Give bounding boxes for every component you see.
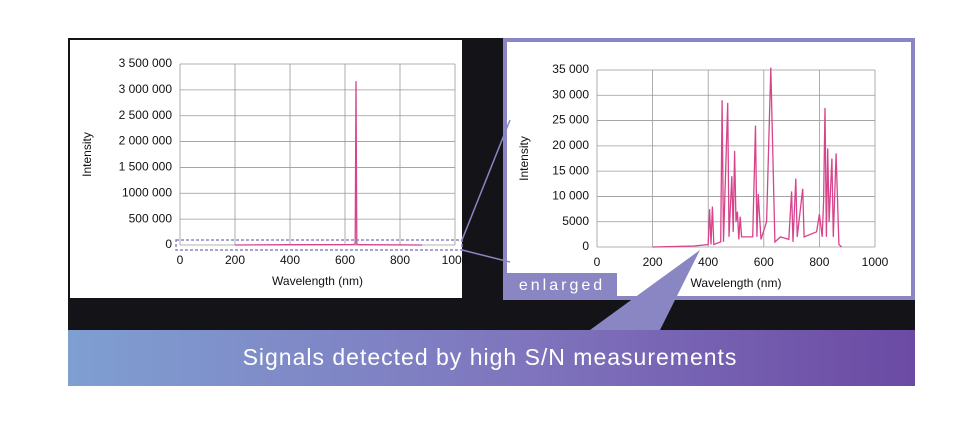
x-tick-label: 200 bbox=[643, 255, 663, 269]
y-tick-label: 20 000 bbox=[552, 138, 589, 152]
y-tick-label: 1000 000 bbox=[122, 185, 172, 199]
zoom-line bbox=[461, 249, 511, 263]
x-axis-label: Wavelength (nm) bbox=[691, 276, 782, 290]
y-tick-label: 30 000 bbox=[552, 87, 589, 101]
left-panel bbox=[70, 40, 462, 298]
y-tick-label: 3 000 000 bbox=[119, 82, 173, 96]
spectrum-line bbox=[234, 81, 423, 246]
x-tick-label: 400 bbox=[698, 255, 718, 269]
x-tick-label: 200 bbox=[225, 253, 245, 267]
y-tick-label: 0 bbox=[582, 239, 589, 253]
y-tick-label: 15 000 bbox=[552, 163, 589, 177]
enlarged-tag bbox=[507, 273, 617, 297]
y-tick-label: 3 500 000 bbox=[119, 56, 173, 70]
right-panel bbox=[503, 38, 915, 300]
zoom-box bbox=[175, 239, 463, 251]
y-tick-label: 1 500 000 bbox=[119, 160, 173, 174]
y-tick-label: 10 000 bbox=[552, 189, 589, 203]
y-tick-label: 0 bbox=[165, 237, 172, 251]
x-tick-label: 800 bbox=[809, 255, 829, 269]
y-tick-label: 2 500 000 bbox=[119, 108, 173, 122]
x-tick-label: 600 bbox=[335, 253, 355, 267]
y-tick-label: 25 000 bbox=[552, 113, 589, 127]
zoom-line bbox=[461, 119, 511, 241]
y-tick-label: 500 000 bbox=[129, 211, 173, 225]
y-tick-label: 35 000 bbox=[552, 62, 589, 76]
y-tick-label: 2 000 000 bbox=[119, 134, 173, 148]
enlarged-text: enlarged bbox=[519, 277, 605, 294]
x-tick-label: 1000 bbox=[862, 255, 889, 269]
banner bbox=[68, 330, 915, 386]
x-tick-label: 1000 bbox=[442, 253, 469, 267]
y-axis-label: Intensity bbox=[80, 132, 94, 177]
y-tick-label: 5000 bbox=[562, 214, 589, 228]
banner-text: Signals detected by high S/N measurement… bbox=[243, 344, 738, 370]
x-tick-label: 0 bbox=[177, 253, 184, 267]
y-axis-label: Intensity bbox=[517, 136, 531, 181]
callout-pointer bbox=[590, 250, 700, 330]
x-axis-label: Wavelength (nm) bbox=[272, 274, 363, 288]
x-tick-label: 400 bbox=[280, 253, 300, 267]
x-tick-label: 600 bbox=[754, 255, 774, 269]
x-tick-label: 0 bbox=[594, 255, 601, 269]
spectrum-line bbox=[652, 67, 843, 248]
x-tick-label: 800 bbox=[390, 253, 410, 267]
